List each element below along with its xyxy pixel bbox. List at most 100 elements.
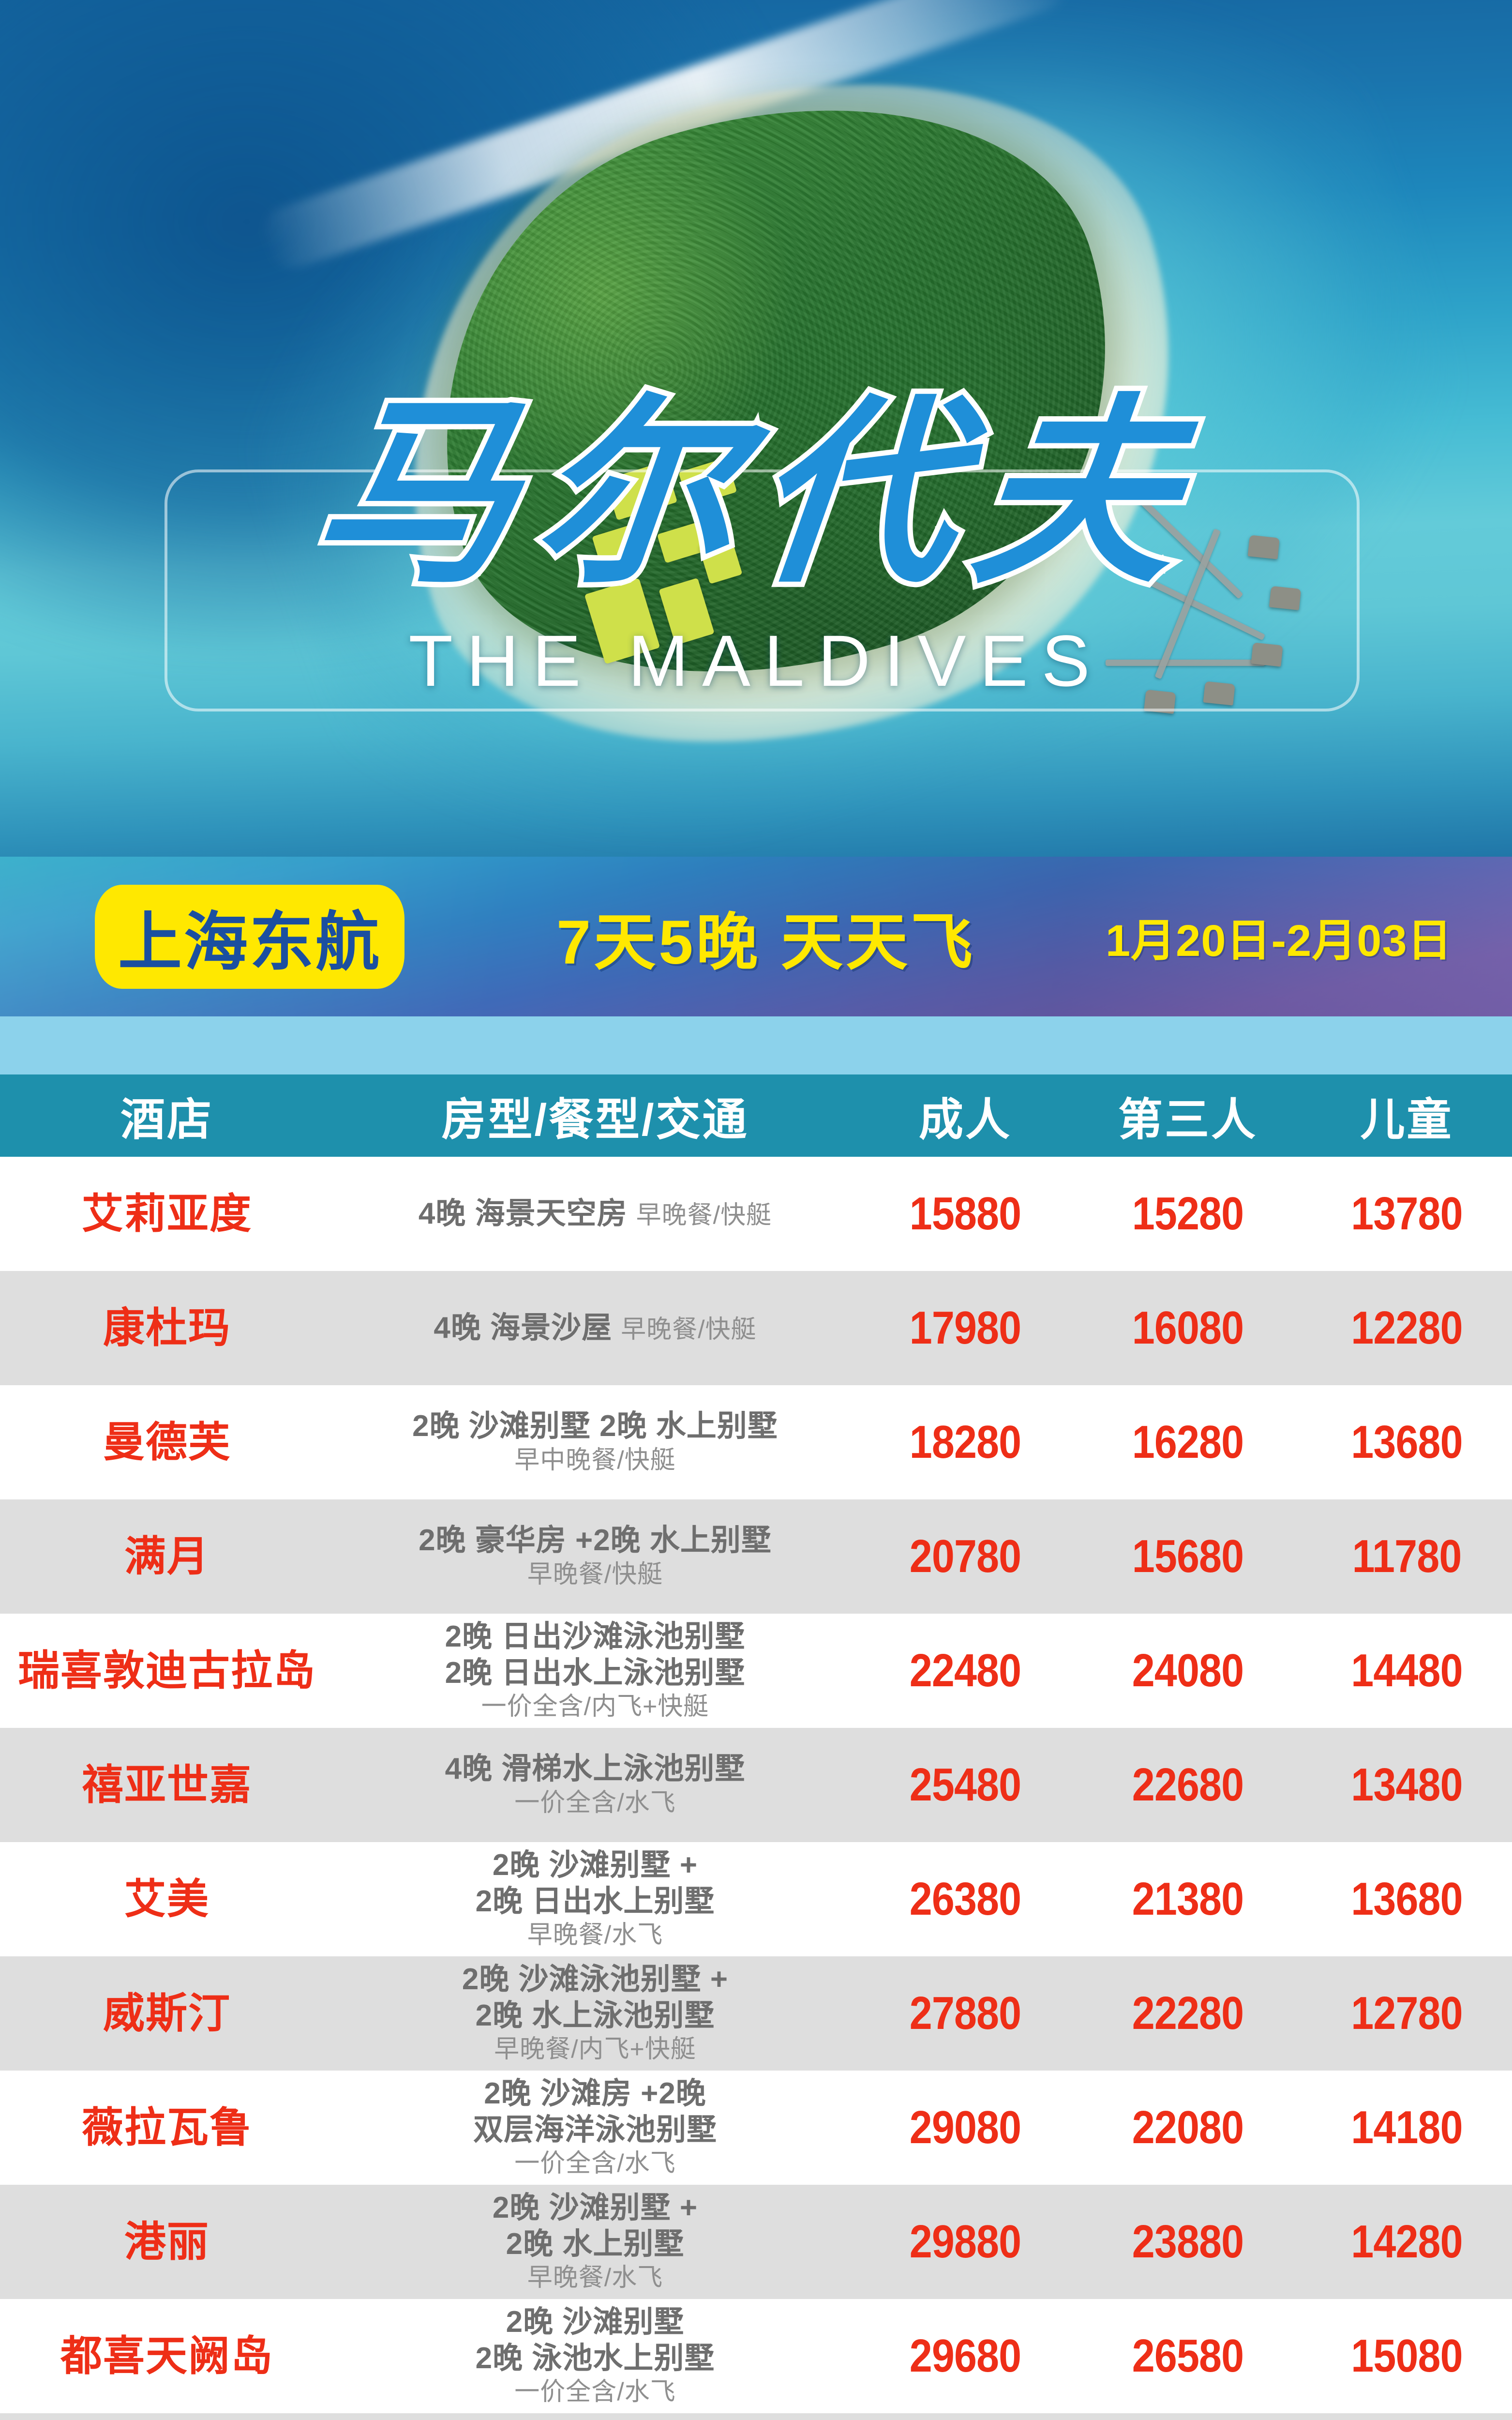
cell-hotel-name: 满月: [124, 1533, 210, 1580]
cell-price-child: 13680: [1351, 1873, 1463, 1925]
table-body: 艾莉亚度 4晚 海景天空房 早晚餐/快艇 15880 15280 13780 康杜玛 4晚 海…: [0, 1157, 1512, 2420]
table-row: 港丽 2晚 沙滩别墅 +2晚 水上别墅 早晚餐/水飞 29880 23880 14280: [0, 2185, 1512, 2299]
cell-price-third-person: 22080: [1132, 2102, 1244, 2153]
hero-title-english: THE MALDIVES: [408, 620, 1104, 701]
table-row: 薇拉瓦鲁 2晚 沙滩房 +2晚 双层海洋泳池别墅 一价全含/水飞 29080 22080 1…: [0, 2071, 1512, 2185]
cell-hotel-name: 港丽: [124, 2218, 210, 2265]
date-range-label: 1月20日-2月03日: [1106, 916, 1452, 966]
cell-price-third-person: 16080: [1132, 1302, 1244, 1354]
cell-price-adult: 29880: [909, 2216, 1021, 2268]
table-row: 禧亚世嘉 4晚 滑梯水上泳池别墅 一价全含/水飞 25480 22680 13480: [0, 1728, 1512, 1842]
cell-price-third-person: 22280: [1132, 1987, 1244, 2039]
column-header-hotel: 酒店: [120, 1095, 213, 1145]
cell-room-detail: 2晚 沙滩泳池别墅 +2晚 水上泳池别墅早晚餐/内飞+快艇: [334, 1957, 856, 2070]
table-header-row: 酒店 房型/餐型/交通 成人 第三人 儿童: [0, 1074, 1512, 1157]
cell-price-child: 14180: [1351, 2102, 1463, 2153]
room-type-text: 4晚 海景沙屋: [434, 1311, 613, 1345]
cell-hotel-name: 都喜天阙岛: [60, 2332, 273, 2379]
cell-hotel-name: 康杜玛: [103, 1304, 231, 1351]
cell-room-detail: 2晚 沙滩房 +2晚 双层海洋泳池别墅 一价全含/水飞: [334, 2071, 856, 2184]
cell-price-adult: 20780: [909, 1530, 1021, 1582]
cell-room-detail: 2晚 沙滩别墅 +2晚 日出水上别墅早晚餐/水飞: [334, 1843, 856, 1956]
trip-duration-label: 7天5晚 天天飞: [556, 908, 975, 977]
room-type-text: 2晚 沙滩房 +2晚 双层海洋泳池别墅: [473, 2077, 717, 2147]
cell-price-adult: 17980: [909, 1302, 1021, 1354]
meal-transport-text: 早晚餐/快艇: [636, 1201, 772, 1229]
cell-room-detail: 4晚 海景沙屋 早晚餐/快艇: [334, 1305, 856, 1351]
column-header-room: 房型/餐型/交通: [441, 1095, 749, 1145]
meal-transport-text: 早中晚餐/快艇: [514, 1446, 676, 1474]
meal-transport-text: 一价全含/水飞: [514, 2377, 676, 2406]
cell-price-adult: 29080: [909, 2102, 1021, 2153]
meal-transport-text: 一价全含/水飞: [514, 2149, 676, 2178]
meal-transport-text: 早晚餐/水飞: [527, 2263, 663, 2292]
meal-transport-text: 早晚餐/水飞: [527, 1921, 663, 1949]
cell-price-child: 13780: [1351, 1188, 1463, 1240]
room-type-text: 2晚 沙滩别墅 +2晚 水上别墅: [492, 2191, 698, 2261]
cell-price-adult: 22480: [909, 1645, 1021, 1696]
table-row: 康杜玛 4晚 海景沙屋 早晚餐/快艇 17980 16080 12280: [0, 1271, 1512, 1385]
room-type-text: 2晚 豪华房 +2晚 水上别墅: [419, 1524, 772, 1558]
cell-price-child: 13680: [1351, 1416, 1463, 1468]
cell-price-adult: 26380: [909, 1873, 1021, 1925]
table-row: 曼德芙 2晚 沙滩别墅 2晚 水上别墅 早中晚餐/快艇 18280 16280 13680: [0, 1385, 1512, 1499]
cell-price-child: 15080: [1351, 2330, 1463, 2382]
column-header-child: 儿童: [1360, 1095, 1453, 1145]
cell-price-third-person: 22680: [1132, 1759, 1244, 1811]
cell-price-adult: 27880: [909, 1987, 1021, 2039]
table-row: 威斯汀 2晚 沙滩泳池别墅 +2晚 水上泳池别墅 早晚餐/内飞+快艇 27880 222…: [0, 1956, 1512, 2071]
table-row: 瑞喜敦迪古拉岛 2晚 日出沙滩泳池别墅 2晚 日出水上泳池别墅 一价全含/内飞+快艇 2…: [0, 1614, 1512, 1728]
cell-price-child: 14280: [1351, 2216, 1463, 2268]
cell-hotel-name: 艾美: [124, 1876, 210, 1922]
room-type-text: 2晚 日出沙滩泳池别墅 2晚 日出水上泳池别墅: [445, 1620, 746, 1690]
room-type-text: 2晚 沙滩泳池别墅 +2晚 水上泳池别墅: [462, 1963, 729, 2032]
cell-price-adult: 25480: [909, 1759, 1021, 1811]
room-type-text: 2晚 沙滩别墅 +2晚 日出水上别墅: [475, 1848, 715, 1918]
cell-hotel-name: 禧亚世嘉: [82, 1761, 252, 1808]
airline-badge: 上海东航: [95, 885, 404, 989]
table-row: 艾莉亚度 4晚 海景天空房 早晚餐/快艇 15880 15280 13780: [0, 1157, 1512, 1271]
cell-price-child: 11780: [1352, 1530, 1462, 1582]
cell-price-third-person: 23880: [1132, 2216, 1244, 2268]
cell-room-detail: 4晚 海景天空房 早晚餐/快艇: [334, 1191, 856, 1237]
cell-room-detail: 2晚 豪华房 +2晚 水上别墅 早晚餐/快艇: [334, 1518, 856, 1595]
cell-price-third-person: 15280: [1132, 1188, 1244, 1240]
column-header-adult: 成人: [918, 1095, 1012, 1145]
promo-banner: 上海东航 7天5晚 天天飞 1月20日-2月03日: [0, 857, 1512, 1016]
cell-price-third-person: 21380: [1132, 1873, 1244, 1925]
cell-hotel-name: 艾莉亚度: [82, 1190, 252, 1237]
cell-price-third-person: 26580: [1132, 2330, 1244, 2382]
cell-room-detail: 4晚 滑梯水上泳池别墅 一价全含/水飞: [334, 1746, 856, 1823]
cell-price-third-person: 15680: [1132, 1530, 1244, 1582]
cell-price-child: 14480: [1351, 1645, 1463, 1696]
room-type-text: 4晚 滑梯水上泳池别墅: [445, 1752, 746, 1786]
cell-hotel-name: 瑞喜敦迪古拉岛: [18, 1647, 316, 1694]
cell-price-child: 12280: [1351, 1302, 1463, 1354]
meal-transport-text: 一价全含/水飞: [514, 1788, 676, 1817]
cell-price-child: 13480: [1351, 1759, 1463, 1811]
table-row: 艾美 2晚 沙滩别墅 +2晚 日出水上别墅早晚餐/水飞 26380 21380 1368…: [0, 1842, 1512, 1956]
meal-transport-text: 一价全含/内飞+快艇: [481, 1692, 709, 1721]
room-type-text: 4晚 海景天空房: [418, 1196, 628, 1230]
cell-room-detail: 2晚 沙滩别墅 2晚 水上别墅 早中晚餐/快艇: [334, 1404, 856, 1481]
table-row: 满月 2晚 豪华房 +2晚 水上别墅 早晚餐/快艇 20780 15680 11780: [0, 1499, 1512, 1614]
hero-title-frame: [165, 469, 1360, 711]
cell-price-adult: 18280: [909, 1416, 1021, 1468]
cell-price-adult: 15880: [909, 1188, 1021, 1240]
hero-title-chinese: 马尔代夫: [298, 369, 1214, 616]
divider-strip: [0, 1016, 1512, 1074]
cell-room-detail: 2晚 沙滩别墅 2晚 泳池水上别墅 一价全含/水飞: [334, 2299, 856, 2413]
table-row: 都喜天阙岛 2晚 沙滩别墅 2晚 泳池水上别墅 一价全含/水飞 29680 26580 15…: [0, 2299, 1512, 2413]
hero-image: 马尔代夫 THE MALDIVES: [0, 0, 1512, 857]
cell-hotel-name: 薇拉瓦鲁: [82, 2104, 252, 2151]
meal-transport-text: 早晚餐/内飞+快艇: [494, 2035, 696, 2063]
cell-price-third-person: 16280: [1132, 1416, 1244, 1468]
cell-room-detail: 2晚 日出沙滩泳池别墅 2晚 日出水上泳池别墅 一价全含/内飞+快艇: [334, 1614, 856, 1727]
cell-hotel-name: 曼德芙: [103, 1419, 231, 1466]
cell-price-child: 12780: [1351, 1987, 1463, 2039]
column-header-third-person: 第三人: [1118, 1095, 1258, 1145]
price-table: 酒店 房型/餐型/交通 成人 第三人 儿童 艾莉亚度 4晚 海景天空房 早晚餐/快艇…: [0, 1074, 1512, 2420]
